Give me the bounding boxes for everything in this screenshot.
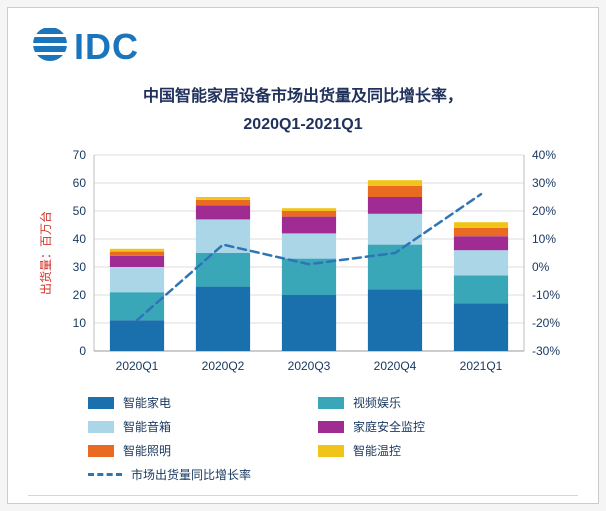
- legend-label-smart-appliances: 智能家电: [123, 396, 172, 410]
- divider: [28, 495, 578, 496]
- svg-text:2020Q2: 2020Q2: [202, 359, 245, 373]
- legend-item-smart-appliances: 智能家电: [88, 394, 288, 411]
- chart-title-line2: 2020Q1-2021Q1: [243, 116, 363, 133]
- report-card: IDC 中国智能家居设备市场出货量及同比增长率， 2020Q1-2021Q1 0…: [7, 7, 599, 504]
- legend-item-yoy-growth-line: 市场出货量同比增长率: [88, 466, 288, 483]
- legend-item-home-security: 家庭安全监控: [318, 418, 518, 435]
- svg-text:20%: 20%: [532, 204, 556, 218]
- svg-text:0: 0: [79, 344, 86, 358]
- chart-title: 中国智能家居设备市场出货量及同比增长率， 2020Q1-2021Q1: [28, 83, 578, 139]
- svg-text:40: 40: [73, 232, 87, 246]
- svg-text:30%: 30%: [532, 176, 556, 190]
- idc-globe-icon: [30, 24, 70, 69]
- legend-swatch-home-security: [318, 420, 344, 433]
- legend-item-smart-thermostat: 智能温控: [318, 442, 518, 459]
- svg-text:0%: 0%: [532, 260, 550, 274]
- svg-text:-10%: -10%: [532, 288, 560, 302]
- legend-label-yoy-growth-line: 市场出货量同比增长率: [131, 468, 252, 482]
- svg-text:60: 60: [73, 176, 87, 190]
- svg-text:出货量：百万台: 出货量：百万台: [38, 211, 53, 295]
- idc-logo-text: IDC: [74, 25, 139, 67]
- idc-logo: IDC: [30, 24, 578, 69]
- svg-text:10%: 10%: [532, 232, 556, 246]
- legend-label-smart-lighting: 智能照明: [123, 444, 172, 458]
- svg-text:2020Q4: 2020Q4: [374, 359, 417, 373]
- svg-text:2020Q3: 2020Q3: [288, 359, 331, 373]
- legend-item-smart-speakers: 智能音箱: [88, 418, 288, 435]
- svg-text:2020Q1: 2020Q1: [116, 359, 159, 373]
- svg-text:-20%: -20%: [532, 316, 560, 330]
- svg-text:20: 20: [73, 288, 87, 302]
- svg-text:70: 70: [73, 148, 87, 162]
- legend-label-home-security: 家庭安全监控: [353, 420, 426, 434]
- svg-text:-30%: -30%: [532, 344, 560, 358]
- legend-swatch-smart-appliances: [88, 396, 114, 409]
- legend-swatch-smart-lighting: [88, 444, 114, 457]
- legend-swatch-smart-speakers: [88, 420, 114, 433]
- legend-swatch-video-entertainment: [318, 396, 344, 409]
- chart-title-line1: 中国智能家居设备市场出货量及同比增长率，: [142, 88, 463, 105]
- legend-item-video-entertainment: 视频娱乐: [318, 394, 518, 411]
- legend-label-video-entertainment: 视频娱乐: [353, 396, 402, 410]
- svg-text:10: 10: [73, 316, 87, 330]
- svg-text:50: 50: [73, 204, 87, 218]
- legend: 智能家电 视频娱乐 智能音箱 家庭安全监控 智能照明 智能温控: [28, 394, 578, 483]
- legend-label-smart-thermostat: 智能温控: [353, 444, 402, 458]
- stacked-bar-line-chart: 0 10 20 30 40 50 60 70 -30% -20% -10% 0% 10% 20% 30% 40…: [36, 145, 570, 384]
- legend-item-smart-lighting: 智能照明: [88, 442, 288, 459]
- svg-text:30: 30: [73, 260, 87, 274]
- legend-dashed-line-icon: [88, 473, 122, 476]
- legend-label-smart-speakers: 智能音箱: [123, 420, 172, 434]
- svg-text:40%: 40%: [532, 148, 556, 162]
- svg-text:2021Q1: 2021Q1: [460, 359, 503, 373]
- legend-swatch-smart-thermostat: [318, 444, 344, 457]
